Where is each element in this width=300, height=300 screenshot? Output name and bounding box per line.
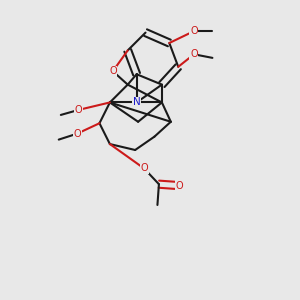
Text: O: O xyxy=(190,26,198,36)
Text: N: N xyxy=(133,98,140,107)
Text: O: O xyxy=(176,181,184,191)
Text: O: O xyxy=(109,66,117,76)
Text: O: O xyxy=(140,164,148,173)
Text: O: O xyxy=(74,129,81,139)
Text: O: O xyxy=(75,105,82,115)
Text: O: O xyxy=(190,49,198,59)
